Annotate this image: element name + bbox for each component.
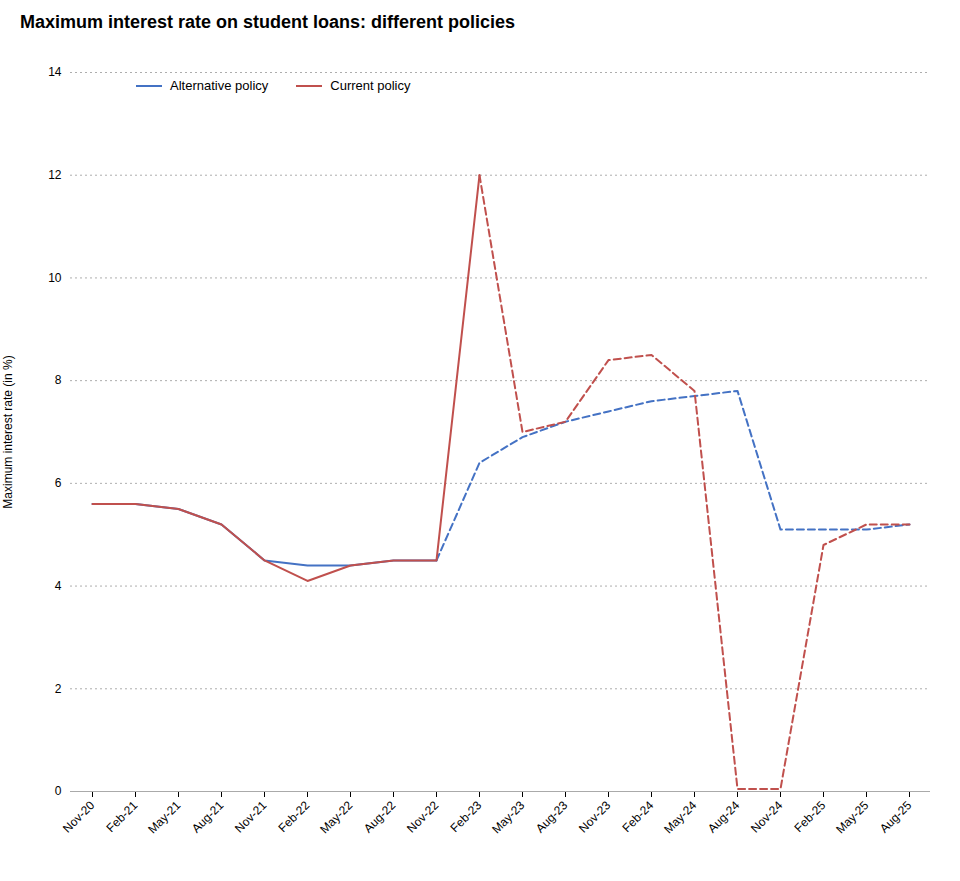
svg-text:12: 12 xyxy=(48,168,62,182)
svg-text:8: 8 xyxy=(55,373,62,387)
svg-text:Aug-21: Aug-21 xyxy=(189,798,226,835)
svg-text:Aug-22: Aug-22 xyxy=(361,798,398,835)
svg-text:Feb-21: Feb-21 xyxy=(104,798,141,835)
svg-text:Nov-23: Nov-23 xyxy=(576,798,613,835)
svg-text:Nov-24: Nov-24 xyxy=(748,798,785,835)
svg-text:Feb-25: Feb-25 xyxy=(792,798,829,835)
svg-text:May-23: May-23 xyxy=(489,798,527,836)
svg-text:4: 4 xyxy=(55,579,62,593)
svg-text:Nov-22: Nov-22 xyxy=(404,798,441,835)
svg-text:Maximum interest rate (in %): Maximum interest rate (in %) xyxy=(1,355,15,508)
svg-text:0: 0 xyxy=(55,784,62,798)
svg-text:May-22: May-22 xyxy=(317,798,355,836)
svg-text:2: 2 xyxy=(55,682,62,696)
svg-text:May-21: May-21 xyxy=(145,798,183,836)
svg-text:Feb-22: Feb-22 xyxy=(276,798,313,835)
svg-text:Aug-23: Aug-23 xyxy=(533,798,570,835)
svg-text:Nov-20: Nov-20 xyxy=(60,798,97,835)
html-text:Alternative policy: Alternative policy xyxy=(170,78,269,93)
svg-text:May-24: May-24 xyxy=(661,798,699,836)
svg-text:Feb-23: Feb-23 xyxy=(448,798,485,835)
svg-text:Aug-24: Aug-24 xyxy=(705,798,742,835)
svg-text:6: 6 xyxy=(55,476,62,490)
svg-text:10: 10 xyxy=(48,271,62,285)
svg-text:Feb-24: Feb-24 xyxy=(620,798,657,835)
html-text:Current policy: Current policy xyxy=(330,78,411,93)
html-text:Maximum interest rate on stude: Maximum interest rate on student loans: … xyxy=(20,12,516,32)
svg-text:14: 14 xyxy=(48,65,62,79)
svg-text:May-25: May-25 xyxy=(833,798,871,836)
svg-text:Nov-21: Nov-21 xyxy=(232,798,269,835)
svg-text:Aug-25: Aug-25 xyxy=(877,798,914,835)
